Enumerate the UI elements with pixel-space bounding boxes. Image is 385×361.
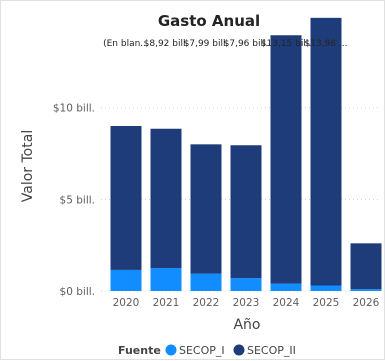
data-labels: (En blan...$8,92 bill.$7,99 bill.$7,96 b…: [103, 39, 347, 49]
bar-secop-i-2024[interactable]: [270, 283, 302, 291]
x-tick-label: 2024: [273, 297, 300, 309]
data-label: $7,96 bill.: [224, 39, 269, 49]
bar-secop-i-2025[interactable]: [310, 285, 342, 292]
legend-title: Fuente: [118, 344, 161, 357]
x-tick-label: 2021: [153, 297, 180, 309]
x-tick-label: 2025: [313, 297, 340, 309]
data-label: $13,98 ...: [305, 39, 348, 49]
bar-secop-ii-2026[interactable]: [350, 243, 382, 290]
chart-title: Gasto Anual: [158, 12, 260, 30]
bar-secop-i-2021[interactable]: [150, 268, 182, 291]
bars: [110, 17, 382, 292]
bar-secop-ii-2020[interactable]: [110, 126, 142, 270]
data-label: $7,99 bill.: [184, 39, 229, 49]
x-tick-label: 2023: [233, 297, 260, 309]
y-axis-ticks: $0 bill. $5 bill. $10 bill.: [53, 103, 95, 298]
x-tick-label: 2026: [353, 297, 380, 309]
y-axis-label: Valor Total: [20, 130, 36, 202]
bar-secop-ii-2024[interactable]: [270, 35, 302, 284]
bar-secop-ii-2022[interactable]: [190, 144, 222, 274]
legend-entry-secop-ii[interactable]: SECOP_II: [247, 344, 296, 357]
data-label: (En blan...: [103, 39, 149, 49]
bar-secop-ii-2023[interactable]: [230, 145, 262, 279]
x-axis-label: Año: [233, 317, 260, 333]
bar-secop-i-2026[interactable]: [350, 289, 382, 291]
bar-secop-ii-2025[interactable]: [310, 17, 342, 286]
y-tick-label: $5 bill.: [60, 194, 95, 206]
x-tick-label: 2020: [113, 297, 140, 309]
bar-secop-ii-2021[interactable]: [150, 128, 182, 269]
bar-secop-i-2023[interactable]: [230, 278, 262, 291]
x-tick-label: 2022: [193, 297, 220, 309]
data-label: $8,92 bill.: [144, 39, 189, 49]
y-tick-label: $0 bill.: [60, 286, 95, 298]
bar-secop-i-2020[interactable]: [110, 269, 142, 291]
y-tick-label: $10 bill.: [53, 103, 95, 115]
data-label: $13,15 bill.: [261, 39, 311, 49]
x-axis-ticks: 2020 2021 2022 2023 2024 2025 2026: [113, 297, 380, 309]
legend-marker-secop-i: [165, 344, 177, 356]
bar-secop-i-2022[interactable]: [190, 273, 222, 291]
legend-entry-secop-i[interactable]: SECOP_I: [179, 344, 225, 357]
legend-marker-secop-ii: [233, 344, 245, 356]
legend[interactable]: Fuente SECOP_I SECOP_II: [118, 344, 296, 357]
